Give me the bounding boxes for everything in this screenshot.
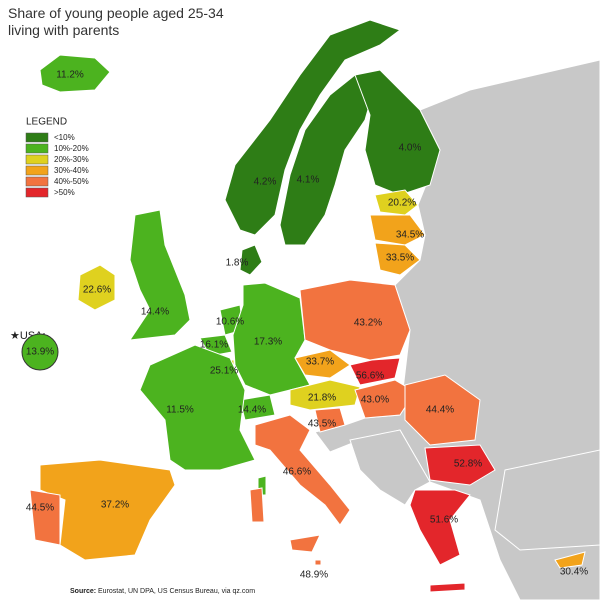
- value-label: 11.5%: [166, 405, 194, 416]
- value-label: 43.0%: [361, 395, 389, 406]
- value-label: 14.4%: [238, 405, 266, 416]
- country: [289, 379, 361, 411]
- value-label: 4.1%: [297, 175, 320, 186]
- source: Source: Eurostat, UN DPA, US Census Bure…: [70, 588, 255, 595]
- legend-label: 10%-20%: [54, 144, 89, 153]
- legend-title: LEGEND: [26, 117, 67, 128]
- country: [29, 489, 61, 546]
- non-data-land: [349, 429, 431, 506]
- country: [239, 394, 276, 421]
- country: [254, 414, 351, 526]
- title: living with parents: [8, 22, 119, 38]
- country: [279, 74, 376, 246]
- country: [369, 214, 426, 246]
- value-label: 30.4%: [560, 567, 588, 578]
- country: [299, 279, 411, 361]
- country: [128, 209, 191, 341]
- value-label: 11.2%: [56, 70, 84, 81]
- country: [374, 242, 421, 276]
- legend-swatch: [25, 143, 49, 154]
- source-prefix: Source:: [70, 588, 96, 595]
- value-label: 17.3%: [254, 337, 282, 348]
- value-label: 43.5%: [308, 419, 336, 430]
- value-label: 37.2%: [101, 500, 129, 511]
- value-label: 44.5%: [26, 503, 54, 514]
- legend-label: 20%-30%: [54, 155, 89, 164]
- legend-label: <10%: [54, 133, 75, 142]
- country: [139, 344, 256, 471]
- value-label: 46.6%: [283, 467, 311, 478]
- value-label: 14.4%: [141, 307, 169, 318]
- country: [409, 489, 471, 566]
- country: [354, 69, 441, 196]
- country: [224, 19, 402, 236]
- value-label: 48.9%: [300, 570, 328, 581]
- country-marker: [21, 333, 59, 371]
- value-label: 33.7%: [306, 357, 334, 368]
- value-label: 13.9%: [26, 347, 54, 358]
- value-label: 4.2%: [254, 177, 277, 188]
- non-data-land: [494, 449, 600, 551]
- value-label: 51.6%: [430, 515, 458, 526]
- title: Share of young people aged 25-34: [8, 5, 224, 21]
- country: [424, 444, 496, 486]
- value-label: 20.2%: [388, 198, 416, 209]
- value-label: 22.6%: [83, 285, 111, 296]
- value-label: 34.5%: [396, 230, 424, 241]
- value-label: 21.8%: [308, 393, 336, 404]
- legend-swatch: [25, 187, 49, 198]
- value-label: 25.1%: [210, 366, 238, 377]
- legend-swatch: [25, 154, 49, 165]
- value-label: 43.2%: [354, 318, 382, 329]
- legend-swatch: [25, 165, 49, 176]
- value-label: 4.0%: [399, 143, 422, 154]
- country: [349, 357, 401, 386]
- legend-swatch: [25, 132, 49, 143]
- country: [249, 487, 265, 523]
- legend-label: 30%-40%: [54, 166, 89, 175]
- country: [404, 374, 481, 446]
- country: [374, 189, 419, 216]
- country: [554, 551, 586, 569]
- source-text: Eurostat, UN DPA, US Census Bureau, via …: [98, 588, 255, 595]
- legend-swatch: [25, 176, 49, 187]
- country: [429, 582, 466, 593]
- value-label: 44.4%: [426, 405, 454, 416]
- country: [314, 559, 322, 566]
- value-label: 56.6%: [356, 371, 384, 382]
- value-label: 16.1%: [200, 340, 228, 351]
- country: [77, 264, 116, 311]
- country: [289, 534, 321, 553]
- value-label: 52.8%: [454, 459, 482, 470]
- value-label: 1.8%: [226, 258, 249, 269]
- country: [294, 349, 351, 379]
- legend-label: 40%-50%: [54, 177, 89, 186]
- country: [314, 407, 346, 433]
- value-label: 10.6%: [216, 317, 244, 328]
- legend-label: >50%: [54, 188, 75, 197]
- country: [239, 244, 263, 276]
- country: [39, 54, 111, 93]
- value-label: 33.5%: [386, 253, 414, 264]
